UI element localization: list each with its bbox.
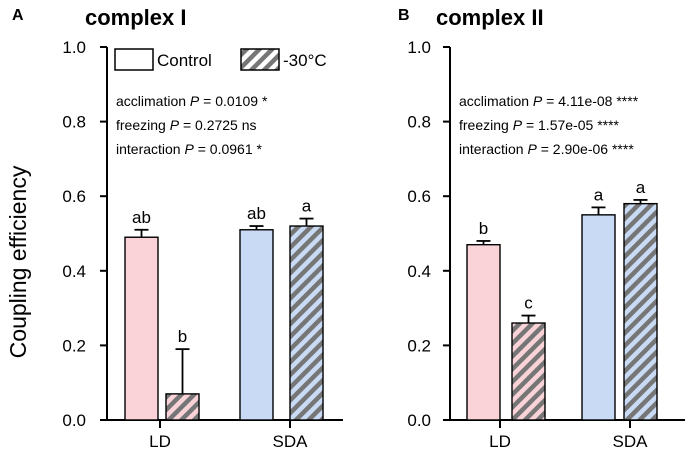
stat-significance: **** — [597, 117, 619, 133]
panel-b-bars: b c a a — [466, 178, 658, 421]
bar-ld-control — [124, 236, 159, 421]
bar-ld-treated — [165, 393, 200, 421]
stat-significance: ns — [242, 117, 257, 133]
stat-equals: = — [526, 117, 534, 133]
stat-line: interaction P = 0.0961 * — [116, 141, 263, 157]
panel-a-letter: A — [12, 7, 24, 24]
stat-line: freezing P = 0.2725 ns — [116, 117, 257, 133]
significance-letter: c — [524, 294, 533, 313]
stat-p-symbol: P — [533, 93, 543, 109]
stat-significance: * — [262, 93, 268, 109]
y-tick-label: 0.8 — [62, 113, 86, 132]
panel-a-bars: ab b ab a — [124, 197, 324, 421]
legend-label-control: Control — [157, 51, 212, 70]
y-axis-label: Coupling efficiency — [5, 165, 31, 358]
panel-b-letter: B — [398, 7, 410, 24]
stat-p-symbol: P — [513, 117, 523, 133]
stat-p-value: 0.0109 — [215, 93, 258, 109]
y-tick-label: 0.6 — [407, 187, 431, 206]
y-tick-label: 0.2 — [62, 336, 86, 355]
panel-a-stats: acclimation P = 0.0109 * freezing P = 0.… — [116, 93, 268, 157]
bar-sda-control — [239, 229, 274, 421]
legend: Control -30°C — [114, 48, 327, 71]
panel-a-title: complex I — [85, 5, 186, 30]
stat-p-value: 0.0961 — [210, 141, 253, 157]
stat-line: freezing P = 1.57e-05 **** — [459, 117, 620, 133]
significance-letter: a — [636, 178, 646, 197]
panel-a: A complex I 0.0 0.2 0.4 0.6 0.8 1.0 LD SDA Co… — [12, 5, 343, 451]
panel-a-axes: 0.0 0.2 0.4 0.6 0.8 1.0 LD SDA — [62, 38, 343, 451]
bar-sda-treated — [289, 225, 324, 421]
significance-letter: ab — [132, 208, 151, 227]
y-tick-label: 1.0 — [407, 38, 431, 57]
stat-p-value: 4.11e-08 — [558, 93, 612, 109]
y-tick-label: 0.4 — [407, 262, 431, 281]
panel-b-stats: acclimation P = 4.11e-08 **** freezing P… — [459, 93, 639, 157]
panel-b-title: complex II — [436, 5, 544, 30]
stat-label: acclimation — [459, 93, 529, 109]
significance-letter: ab — [247, 204, 266, 223]
stat-line: acclimation P = 0.0109 * — [116, 93, 268, 109]
stat-p-symbol: P — [184, 141, 194, 157]
stat-label: interaction — [116, 141, 181, 157]
bar-sda-treated — [623, 202, 658, 421]
stat-label: freezing — [116, 117, 166, 133]
legend-swatch-control — [114, 48, 154, 71]
bar-ld-control — [466, 243, 501, 421]
stat-equals: = — [203, 93, 211, 109]
y-tick-label: 1.0 — [62, 38, 86, 57]
panel-a-x-tick-label-sda: SDA — [273, 432, 309, 451]
stat-label: acclimation — [116, 93, 186, 109]
stat-line: interaction P = 2.90e-06 **** — [459, 141, 634, 157]
stat-p-symbol: P — [190, 93, 200, 109]
significance-letter: b — [479, 219, 488, 238]
stat-significance: * — [257, 141, 263, 157]
panel-a-x-tick-label-ld: LD — [149, 432, 171, 451]
stat-p-value: 0.2725 — [195, 117, 238, 133]
stat-p-value: 1.57e-05 — [538, 117, 593, 133]
bar-ld-treated — [511, 322, 546, 421]
y-tick-label: 0.0 — [62, 411, 86, 430]
stat-p-value: 2.90e-06 — [553, 141, 608, 157]
legend-swatch-treated — [240, 48, 280, 71]
stat-label: interaction — [459, 141, 524, 157]
stat-p-symbol: P — [527, 141, 537, 157]
stat-p-symbol: P — [170, 117, 180, 133]
panel-b-x-tick-label-sda: SDA — [613, 432, 649, 451]
y-tick-label: 0.4 — [62, 262, 86, 281]
stat-equals: = — [183, 117, 191, 133]
y-tick-label: 0.2 — [407, 336, 431, 355]
y-tick-label: 0.8 — [407, 113, 431, 132]
significance-letter: a — [594, 185, 604, 204]
legend-label-treated: -30°C — [283, 51, 327, 70]
panel-a-y-ticks: 0.0 0.2 0.4 0.6 0.8 1.0 — [62, 38, 107, 430]
stat-equals: = — [546, 93, 554, 109]
significance-letter: b — [178, 327, 187, 346]
stat-equals: = — [198, 141, 206, 157]
stat-equals: = — [541, 141, 549, 157]
stat-significance: **** — [616, 93, 638, 109]
stat-label: freezing — [459, 117, 509, 133]
panel-b-x-tick-label-ld: LD — [489, 432, 511, 451]
stat-significance: **** — [612, 141, 634, 157]
stat-line: acclimation P = 4.11e-08 **** — [459, 93, 639, 109]
bar-sda-control — [581, 214, 616, 421]
panel-b-y-ticks: 0.0 0.2 0.4 0.6 0.8 1.0 — [407, 38, 450, 430]
y-tick-label: 0.6 — [62, 187, 86, 206]
panel-b: B complex II 0.0 0.2 0.4 0.6 0.8 1.0 LD SDA a… — [398, 5, 685, 451]
significance-letter: a — [302, 197, 312, 216]
y-tick-label: 0.0 — [407, 411, 431, 430]
